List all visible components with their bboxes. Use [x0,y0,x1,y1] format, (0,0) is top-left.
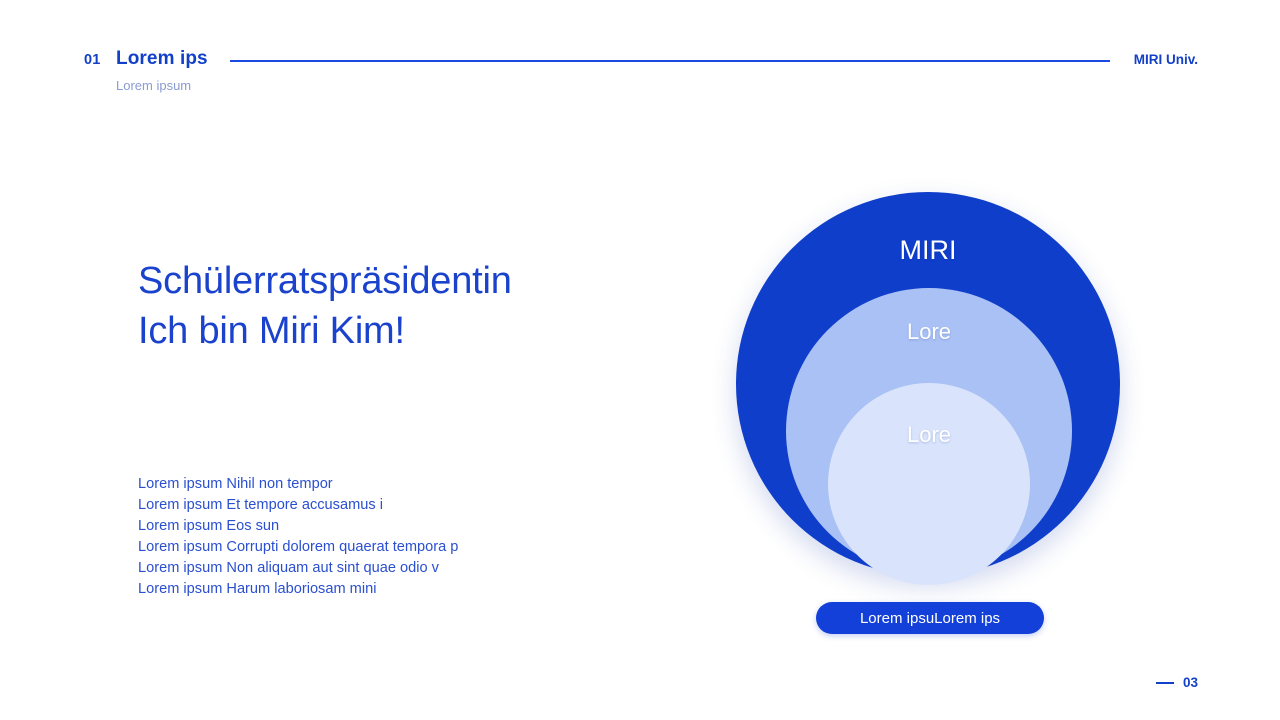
slide-footer: 03 [1155,675,1198,690]
circle-middle-label: Lore [906,319,952,344]
nested-circles-diagram: MIRI Lore Lore Lorem ipsuLorem ips [700,170,1170,650]
list-item: Lorem ipsum Corrupti dolorem quaerat tem… [138,539,459,555]
header-section-number: 01 [84,52,101,68]
header-divider-rule [230,60,1110,62]
header-title: Lorem ips [116,48,208,69]
circle-inner: Lore [828,383,1030,585]
diagram-caption-button[interactable]: Lorem ipsuLorem ips [816,602,1044,634]
list-item: Lorem ipsum Harum laboriosam mini [138,581,377,597]
circle-outer-label: MIRI [899,235,957,265]
description-list: Lorem ipsum Nihil non tempor Lorem ipsum… [138,474,678,600]
list-item: Lorem ipsum Nihil non tempor [138,476,333,492]
list-item: Lorem ipsum Non aliquam aut sint quae od… [138,560,439,576]
dash-icon [1155,681,1174,684]
circle-inner-label: Lore [906,422,952,447]
list-item: Lorem ipsum Eos sun [138,518,280,534]
page-title-line-1: Schülerratspräsidentin [138,260,512,302]
list-item: Lorem ipsum Et tempore accusamus i [138,497,383,513]
header-organization-label: MIRI Univ. [1133,52,1198,67]
page-title: Schülerratspräsidentin Ich bin Miri Kim! [138,256,698,356]
header-subtitle: Lorem ipsum [116,78,192,93]
slide-header: 01 Lorem ips Lorem ipsum MIRI Univ. [84,48,1198,104]
page-title-line-2: Ich bin Miri Kim! [138,310,405,352]
page-number: 03 [1182,675,1198,690]
